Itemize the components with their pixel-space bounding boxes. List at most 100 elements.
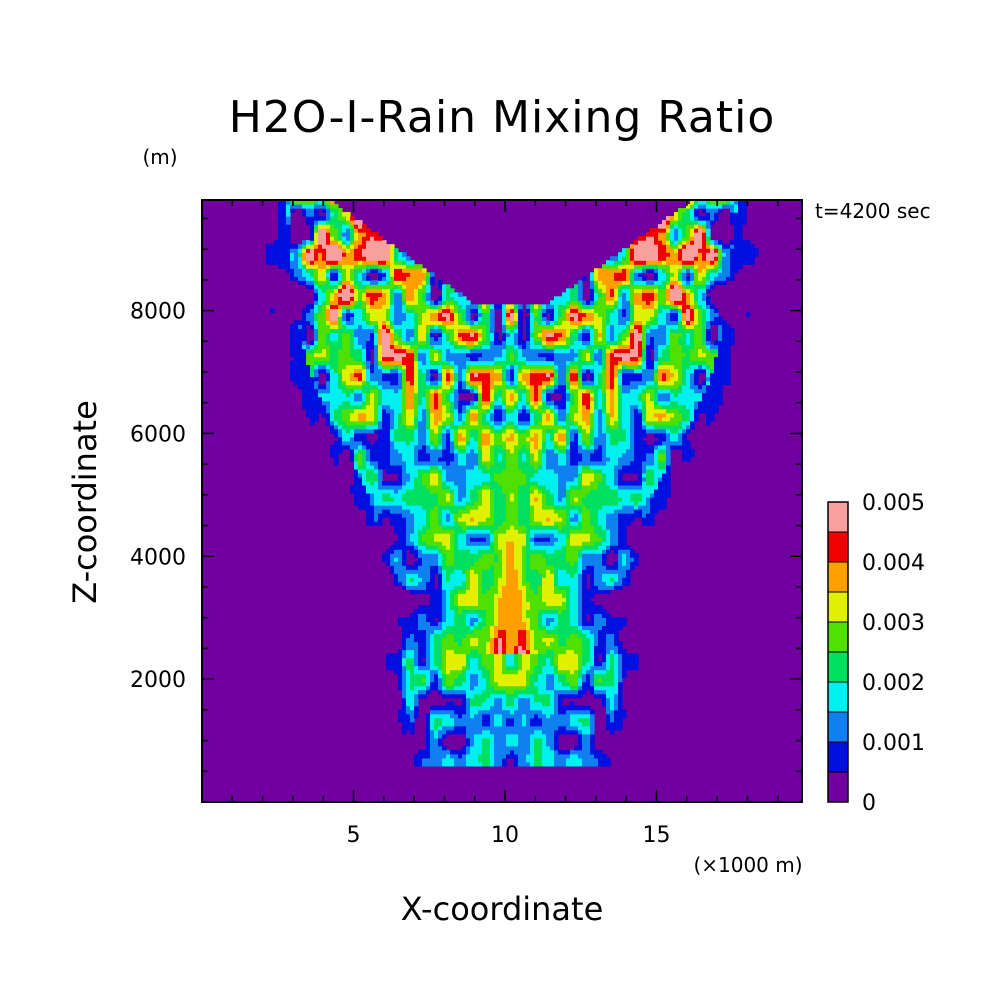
field-cell [530,496,535,502]
field-cell [634,456,639,462]
field-cell [514,472,519,478]
field-cell [410,589,415,594]
field-cell [454,605,459,610]
field-cell [538,432,543,438]
field-cell [474,697,479,703]
field-cell [394,557,399,562]
field-cell [482,629,487,635]
field-cell [558,681,563,687]
field-cell [446,456,451,462]
field-cell [578,597,583,602]
field-cell [506,637,511,643]
field-cell [474,589,479,594]
field-cell [546,733,551,739]
field-cell [482,681,487,687]
field-cell [682,436,687,442]
field-cell [566,569,571,574]
field-cell [370,521,375,526]
field-cell [598,565,603,570]
field-cell [458,488,463,494]
field-cell [390,468,395,474]
field-cell [486,428,491,434]
field-cell [434,537,439,542]
field-cell [626,557,631,562]
field-cell [450,509,455,514]
field-cell [466,517,471,522]
field-cell [606,496,611,502]
field-cell [594,609,599,614]
field-cell [538,693,543,699]
field-cell [662,452,667,458]
field-cell [434,480,439,486]
field-cell [558,488,563,494]
field-cell [402,625,407,631]
field-cell [362,496,367,502]
field-cell [514,745,519,751]
field-cell [430,501,435,506]
field-cell [534,569,539,574]
field-cell [402,440,407,446]
field-cell [506,577,511,582]
field-cell [578,468,583,474]
field-cell [462,472,467,478]
field-cell [482,757,487,763]
field-cell [622,549,627,554]
field-cell [550,645,555,651]
field-cell [454,709,459,715]
field-cell [490,444,495,450]
field-cell [534,629,539,635]
field-cell [590,577,595,582]
field-cell [630,464,635,470]
field-cell [522,629,527,635]
field-cell [510,629,515,635]
field-cell [606,549,611,554]
field-cell [506,733,511,739]
field-cell [590,569,595,574]
field-cell [558,561,563,566]
field-cell [446,709,451,715]
field-cell [630,460,635,466]
field-cell [590,729,595,735]
field-cell [510,553,515,558]
field-cell [542,545,547,550]
field-cell [602,689,607,695]
field-cell [426,476,431,482]
field-cell [458,553,463,558]
field-cell [546,585,551,590]
field-cell [498,436,503,442]
field-cell [398,545,403,550]
field-cell [546,673,551,679]
field-cell [658,501,663,506]
field-cell [626,440,631,446]
field-cell [586,685,591,691]
field-cell [378,521,383,526]
field-cell [558,613,563,618]
field-cell [470,633,475,639]
field-cell [622,569,627,574]
field-cell [574,625,579,631]
field-cell [610,693,615,699]
field-cell [478,569,483,574]
field-cell [358,432,363,438]
field-cell [582,484,587,490]
field-cell [466,509,471,514]
field-cell [578,577,583,582]
field-cell [582,737,587,743]
field-cell [534,553,539,558]
field-cell [550,609,555,614]
field-cell [510,609,515,614]
field-cell [390,517,395,522]
field-cell [558,709,563,715]
field-cell [482,673,487,679]
field-cell [554,733,559,739]
field-cell [454,645,459,651]
field-cell [390,561,395,566]
field-cell [422,537,427,542]
field-cell [438,496,443,502]
field-cell [614,452,619,458]
field-cell [534,737,539,743]
field-cell [542,761,547,767]
field-cell [446,641,451,647]
field-cell [494,505,499,510]
field-cell [658,480,663,486]
